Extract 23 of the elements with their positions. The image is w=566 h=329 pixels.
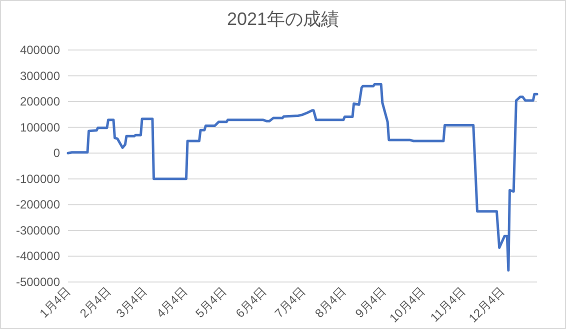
x-tick-label: 7月4日 (272, 284, 308, 321)
x-tick-label: 12月4日 (466, 284, 508, 326)
y-tick-label: -300000 (16, 223, 60, 238)
line-series (66, 83, 538, 272)
y-tick-label: -400000 (16, 249, 60, 264)
x-tick-label: 5月4日 (192, 284, 230, 321)
x-tick-label: 11月4日 (428, 284, 468, 325)
chart-title: 2021年の成績 (226, 9, 340, 29)
y-tick-label: 100000 (20, 120, 60, 134)
y-tick-label: 200000 (20, 94, 60, 109)
x-tick-label: 10月4日 (386, 284, 428, 326)
y-tick-label: 0 (53, 146, 60, 160)
y-tick-label: -200000 (16, 198, 60, 212)
x-tick-label: 3月4日 (113, 284, 150, 321)
x-tick-label: 9月4日 (352, 284, 389, 321)
x-tick-label: 2月4日 (77, 284, 114, 321)
x-tick-label: 4月4日 (154, 284, 190, 321)
y-tick-label: -500000 (16, 275, 60, 289)
y-tick-label: -100000 (16, 172, 60, 186)
y-tick-label: 300000 (20, 68, 60, 83)
x-tick-label: 8月4日 (312, 284, 349, 321)
x-tick-label: 6月4日 (232, 284, 270, 321)
y-tick-label: 400000 (20, 43, 60, 57)
